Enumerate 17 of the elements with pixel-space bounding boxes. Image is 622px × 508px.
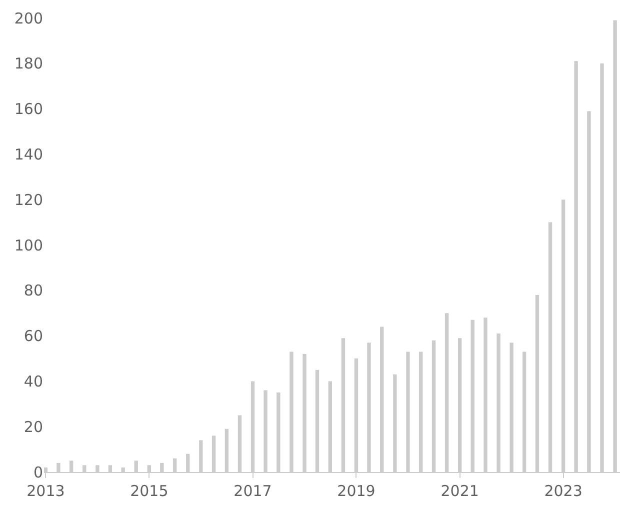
y-tick-label: 0 <box>33 463 43 482</box>
y-tick-label: 100 <box>14 236 43 254</box>
y-tick-label: 140 <box>14 145 43 164</box>
y-tick-label: 60 <box>24 327 43 346</box>
y-tick-label: 160 <box>14 100 43 118</box>
y-tick-label: 80 <box>24 282 43 300</box>
x-tick-label: 2015 <box>130 482 168 500</box>
x-tick-label: 2019 <box>337 482 376 500</box>
x-tick-label: 2023 <box>544 482 582 500</box>
x-tick-label: 2013 <box>26 482 65 500</box>
y-tick-label: 40 <box>24 372 43 390</box>
y-tick-label: 180 <box>14 54 43 73</box>
y-tick-label: 20 <box>24 418 43 436</box>
y-tick-label: 120 <box>14 190 43 209</box>
x-tick-label: 2021 <box>440 482 479 500</box>
y-tick-label: 200 <box>14 9 43 28</box>
x-tick-label: 2017 <box>234 482 272 500</box>
